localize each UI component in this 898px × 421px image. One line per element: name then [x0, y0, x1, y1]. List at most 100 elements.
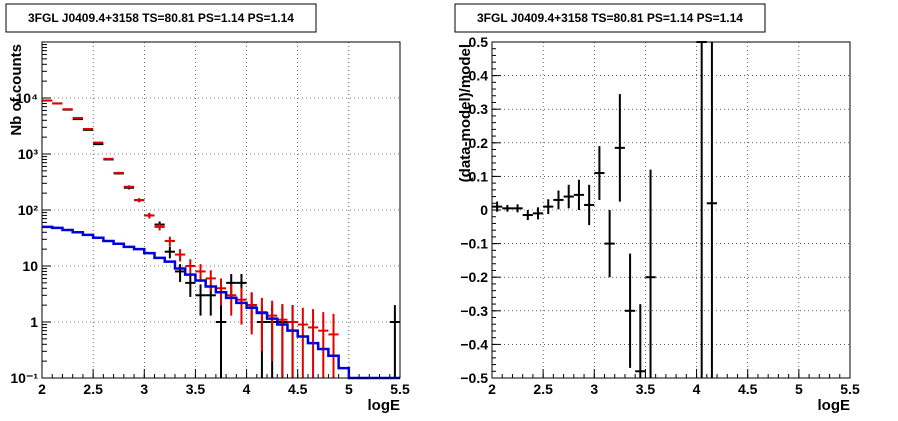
left-data-point: [123, 185, 135, 189]
right-y-tick-label: 0.1: [469, 168, 489, 184]
right-x-tick-label: 2.5: [533, 381, 553, 397]
left-data-point: [82, 127, 94, 130]
left-data-point: [195, 284, 206, 316]
right-y-tick-label: 0.5: [469, 34, 489, 50]
right-data-point: [624, 253, 636, 368]
left-data-point: [174, 249, 186, 262]
left-data-point: [174, 264, 186, 282]
left-data-point: [389, 305, 400, 378]
right-y-tick-label: −0.3: [460, 303, 488, 319]
right-axis-ticks: 2 2.5 3 3.5 4 4.5 5 5.5 −0.5 −0.4 −0.3 −0.2 −0.1 0 0.1…: [460, 34, 860, 397]
left-data-point: [236, 287, 247, 325]
left-chart-title: 3FGL J0409.4+3158 TS=80.81 PS=1.14 PS=1.…: [28, 11, 294, 25]
left-data-point: [226, 284, 237, 316]
right-data-point: [573, 179, 585, 210]
right-data-marks: [492, 41, 718, 378]
left-data-point: [42, 99, 53, 102]
right-grid: [492, 42, 850, 378]
right-data-point: [604, 210, 615, 278]
left-axis-ticks: 2 2.5 3 3.5 4 4.5 5 5.5 10⁻¹ 1 10 10² 10³ 10⁴: [10, 44, 410, 397]
left-data-point: [103, 157, 114, 160]
right-x-tick-label: 2: [488, 381, 496, 397]
left-model-step-line: [42, 225, 400, 380]
right-data-point: [696, 41, 707, 378]
left-y-tick-label: 10²: [18, 202, 39, 218]
left-panel-counts: 3FGL J0409.4+3158 TS=80.81 PS=1.14 PS=1.…: [5, 3, 410, 414]
left-data-point: [185, 273, 196, 297]
left-data-point: [287, 305, 298, 378]
left-data-point: [246, 292, 257, 335]
left-x-tick-label: 5.5: [390, 381, 410, 397]
left-data-point: [195, 264, 206, 282]
right-y-tick-label: −0.2: [460, 269, 488, 285]
left-y-tick-label: 1: [30, 314, 38, 330]
right-data-point: [532, 207, 544, 220]
left-data-point: [318, 312, 329, 378]
right-x-tick-label: 3: [590, 381, 598, 397]
right-chart-title: 3FGL J0409.4+3158 TS=80.81 PS=1.14 PS=1.…: [477, 11, 743, 25]
left-x-tick-label: 4: [243, 381, 251, 397]
right-data-point: [492, 201, 503, 212]
left-data-point: [256, 297, 268, 352]
right-y-tick-label: 0: [480, 202, 488, 218]
right-y-tick-label: 0.4: [469, 68, 489, 84]
right-data-point: [635, 304, 646, 378]
left-data-point: [72, 116, 83, 119]
right-data-point: [645, 169, 656, 378]
left-data-point: [113, 171, 124, 175]
right-data-point: [553, 190, 564, 210]
left-y-axis-label: Nb of counts: [8, 44, 25, 136]
right-x-tick-label: 4.5: [738, 381, 758, 397]
left-y-tick-label: 10⁴: [16, 90, 39, 106]
left-data-point: [164, 236, 175, 247]
left-x-tick-label: 3: [140, 381, 148, 397]
right-data-point: [543, 199, 554, 215]
right-y-tick-label: −0.5: [460, 370, 488, 386]
left-data-marks: [42, 99, 400, 380]
right-data-point: [594, 146, 605, 200]
right-title-box: [454, 3, 766, 33]
left-y-tick-label: 10³: [18, 146, 39, 162]
right-x-tick-label: 4: [693, 381, 701, 397]
left-data-point: [144, 212, 155, 219]
left-grid: [42, 42, 400, 378]
right-y-tick-label: −0.1: [460, 236, 488, 252]
left-data-point: [277, 303, 288, 378]
left-x-tick-label: 5: [345, 381, 353, 397]
left-data-point: [134, 198, 145, 203]
left-data-point: [93, 143, 104, 146]
left-x-tick-label: 2: [38, 381, 46, 397]
left-plot-frame: [41, 41, 401, 379]
left-x-tick-label: 3.5: [186, 381, 206, 397]
left-title-box: [5, 3, 317, 33]
right-x-tick-label: 3.5: [636, 381, 656, 397]
right-data-point: [502, 204, 513, 212]
left-data-point: [164, 246, 175, 259]
right-x-axis-label: logE: [818, 397, 851, 414]
right-data-point: [512, 204, 523, 213]
right-data-point: [563, 184, 574, 209]
right-y-axis-label: (data-model)/model: [457, 44, 474, 182]
right-data-point: [706, 42, 718, 378]
left-y-tick-label: 10⁻¹: [10, 370, 38, 386]
right-plot-frame: [491, 41, 851, 379]
right-x-tick-label: 5.5: [840, 381, 860, 397]
right-y-tick-label: −0.4: [460, 336, 488, 352]
right-x-tick-label: 5: [795, 381, 803, 397]
right-data-point: [522, 210, 533, 221]
left-data-point: [52, 102, 63, 105]
left-data-point: [267, 300, 278, 362]
left-x-tick-label: 4.5: [288, 381, 308, 397]
left-x-axis-label: logE: [368, 397, 401, 414]
left-data-point: [93, 141, 104, 144]
left-data-point: [215, 305, 227, 378]
left-data-point: [154, 223, 165, 231]
left-x-tick-label: 2.5: [83, 381, 103, 397]
right-data-point: [584, 184, 595, 226]
left-y-tick-label: 10: [22, 258, 38, 274]
right-data-point: [614, 94, 625, 202]
left-data-point: [297, 307, 308, 378]
right-panel-residuals: 3FGL J0409.4+3158 TS=80.81 PS=1.14 PS=1.…: [454, 3, 860, 414]
left-data-point: [62, 108, 73, 111]
